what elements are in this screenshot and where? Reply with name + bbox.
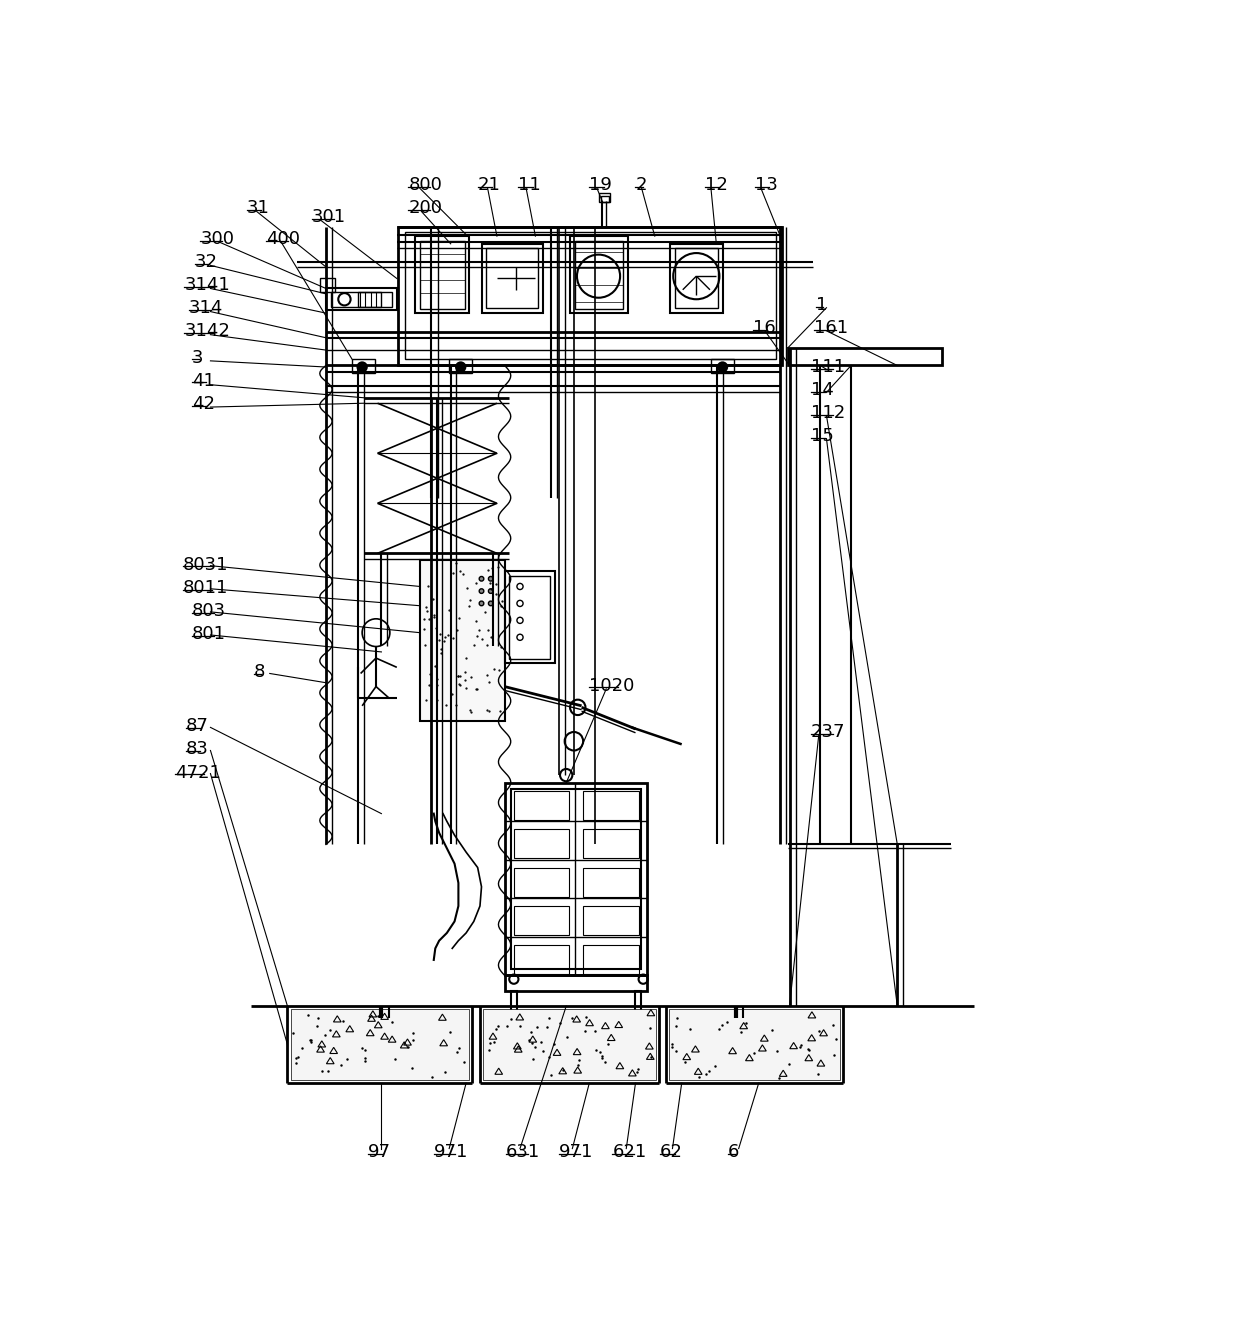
Bar bbox=[290, 1009, 469, 1081]
Bar bbox=[486, 248, 538, 309]
Bar bbox=[449, 359, 472, 373]
Bar bbox=[415, 236, 469, 313]
Bar bbox=[510, 575, 551, 659]
Text: 3: 3 bbox=[192, 349, 203, 366]
Bar bbox=[352, 359, 376, 373]
Text: 971: 971 bbox=[434, 1143, 469, 1162]
Text: 97: 97 bbox=[367, 1143, 391, 1162]
Text: 3141: 3141 bbox=[185, 276, 231, 294]
Text: 16: 16 bbox=[753, 320, 775, 337]
Bar bbox=[583, 906, 639, 935]
Text: 161: 161 bbox=[815, 320, 848, 337]
Circle shape bbox=[357, 362, 367, 371]
Circle shape bbox=[718, 362, 727, 371]
Bar bbox=[583, 944, 639, 973]
Text: 803: 803 bbox=[192, 602, 226, 619]
Bar bbox=[583, 867, 639, 896]
Text: 971: 971 bbox=[558, 1143, 593, 1162]
Text: 83: 83 bbox=[186, 740, 208, 758]
Text: 62: 62 bbox=[660, 1143, 683, 1162]
Bar bbox=[675, 248, 718, 309]
Bar bbox=[505, 976, 647, 991]
Text: 800: 800 bbox=[408, 176, 443, 194]
Text: 14: 14 bbox=[811, 381, 835, 399]
Circle shape bbox=[479, 589, 484, 594]
Text: 21: 21 bbox=[477, 176, 501, 194]
Text: 1: 1 bbox=[816, 296, 827, 314]
Bar bbox=[481, 244, 543, 313]
Text: 801: 801 bbox=[192, 625, 226, 643]
Text: 15: 15 bbox=[811, 427, 835, 446]
Text: 41: 41 bbox=[192, 371, 215, 390]
Bar bbox=[358, 292, 382, 306]
Text: 200: 200 bbox=[408, 199, 443, 217]
Bar bbox=[511, 991, 517, 1021]
Circle shape bbox=[489, 601, 494, 606]
Text: 87: 87 bbox=[186, 717, 208, 736]
Bar bbox=[398, 227, 781, 366]
Bar bbox=[601, 196, 609, 203]
Text: 11: 11 bbox=[518, 176, 541, 194]
Bar bbox=[420, 560, 505, 721]
Text: 3142: 3142 bbox=[185, 322, 231, 341]
Text: 8031: 8031 bbox=[182, 556, 228, 574]
Bar bbox=[505, 782, 647, 976]
Bar bbox=[420, 241, 465, 309]
Bar bbox=[599, 194, 610, 203]
Bar bbox=[320, 278, 335, 292]
Circle shape bbox=[456, 362, 465, 371]
Text: 237: 237 bbox=[811, 723, 846, 741]
Text: 1020: 1020 bbox=[589, 676, 635, 695]
Text: 8011: 8011 bbox=[182, 578, 228, 597]
Text: 42: 42 bbox=[192, 395, 215, 412]
Bar bbox=[513, 944, 569, 973]
Text: 621: 621 bbox=[613, 1143, 646, 1162]
Bar bbox=[511, 789, 641, 969]
Bar bbox=[513, 867, 569, 896]
Bar bbox=[484, 1009, 656, 1081]
Bar bbox=[670, 244, 723, 313]
Circle shape bbox=[479, 577, 484, 581]
Text: 6: 6 bbox=[728, 1143, 739, 1162]
Bar bbox=[505, 572, 554, 663]
Text: 301: 301 bbox=[312, 208, 346, 227]
Text: 31: 31 bbox=[247, 199, 269, 217]
Bar bbox=[787, 347, 942, 365]
Text: 8: 8 bbox=[253, 663, 265, 682]
Text: 12: 12 bbox=[704, 176, 728, 194]
Text: 111: 111 bbox=[811, 358, 846, 375]
Bar bbox=[570, 236, 627, 313]
Text: 2: 2 bbox=[635, 176, 647, 194]
Text: 19: 19 bbox=[589, 176, 613, 194]
Bar bbox=[326, 289, 397, 310]
Circle shape bbox=[489, 577, 494, 581]
Bar bbox=[513, 906, 569, 935]
Bar bbox=[583, 829, 639, 858]
Bar bbox=[331, 292, 392, 306]
Bar bbox=[711, 359, 734, 373]
Text: 112: 112 bbox=[811, 404, 846, 422]
Bar bbox=[513, 790, 569, 819]
Bar bbox=[670, 1009, 841, 1081]
Bar bbox=[513, 829, 569, 858]
Bar bbox=[404, 232, 776, 359]
Bar bbox=[635, 991, 641, 1021]
Text: 4721: 4721 bbox=[175, 764, 221, 781]
Text: 314: 314 bbox=[188, 300, 223, 317]
Bar bbox=[574, 241, 624, 309]
Text: 32: 32 bbox=[195, 253, 218, 271]
Text: 631: 631 bbox=[506, 1143, 541, 1162]
Text: 300: 300 bbox=[201, 229, 234, 248]
Circle shape bbox=[489, 589, 494, 594]
Bar bbox=[583, 790, 639, 819]
Text: 13: 13 bbox=[755, 176, 777, 194]
Text: 400: 400 bbox=[265, 229, 300, 248]
Circle shape bbox=[479, 601, 484, 606]
